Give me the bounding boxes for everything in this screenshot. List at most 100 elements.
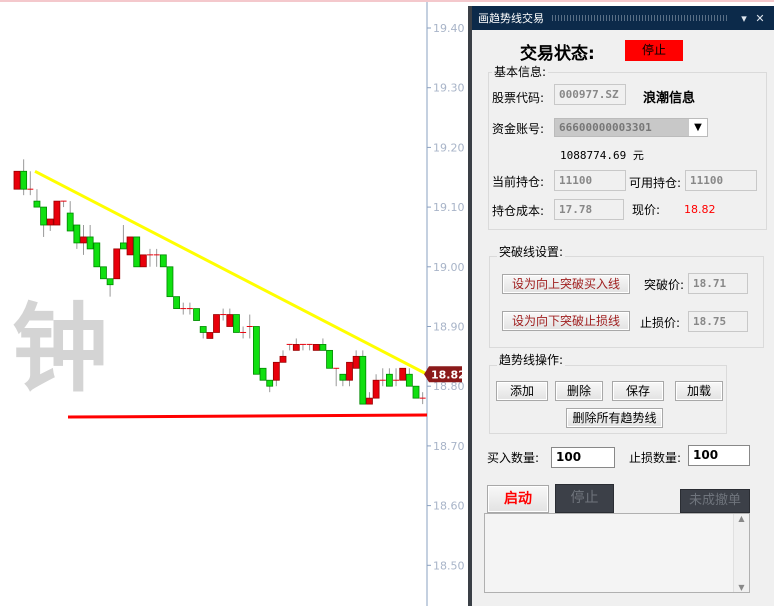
stop-price-field[interactable]: 18.75 (688, 311, 748, 332)
cancel-unfilled-button[interactable]: 未成撤单 (680, 489, 750, 513)
candle-body (206, 332, 214, 339)
axis-tick-label: 18.80 (433, 380, 465, 393)
candle-body (359, 355, 367, 405)
set-downward-stop-button[interactable]: 设为向下突破止损线 (502, 311, 630, 331)
candle-body (173, 296, 181, 309)
candle-body (126, 236, 134, 256)
account-value: 66600000003301 (559, 121, 652, 134)
axis-tick-label: 18.70 (433, 440, 465, 453)
candle-body (385, 373, 393, 387)
candle-body (166, 266, 174, 298)
status-badge: 停止 (625, 40, 683, 61)
candle-body (366, 397, 373, 405)
candle-body (33, 200, 41, 208)
balance: 1088774.69 元 (560, 147, 644, 163)
candle-body (46, 218, 54, 226)
stop-qty-label: 止损数量: (629, 451, 682, 465)
price-label: 现价: (632, 203, 661, 217)
candle-body (120, 242, 127, 250)
candle-body (113, 248, 121, 280)
candle-body (213, 314, 220, 333)
buy-qty-label: 买入数量: (487, 451, 540, 465)
title-bar[interactable]: 画趋势线交易 ▾ ✕ (472, 6, 774, 30)
candle-body (193, 308, 200, 321)
candle-body (312, 344, 320, 351)
available-label: 可用持仓: (629, 176, 682, 190)
axis-tick-label: 19.20 (433, 141, 465, 154)
candle-body (80, 236, 87, 244)
candle-body (159, 254, 167, 268)
available-field[interactable]: 11100 (685, 170, 757, 191)
account-select[interactable]: 66600000003301 ▼ (554, 118, 708, 137)
top-border (0, 0, 774, 2)
candle-body (53, 200, 61, 226)
watermark: 钟 (12, 293, 108, 405)
stock-code-label: 股票代码: (492, 91, 545, 105)
trendline-ops-group (489, 365, 727, 434)
candle-body (266, 379, 274, 387)
panel-title: 画趋势线交易 (478, 12, 544, 25)
candle-body (399, 367, 407, 381)
balance-unit: 元 (632, 149, 644, 162)
delete-all-trendlines-button[interactable]: 删除所有趋势线 (566, 408, 663, 428)
candle-body (66, 212, 74, 232)
axis-tick-label: 18.60 (433, 500, 465, 513)
candle-body (133, 236, 141, 268)
trendline-trading-panel: 画趋势线交易 ▾ ✕ 交易状态: 停止 基本信息: 股票代码: 000977.S… (468, 6, 774, 606)
axis-tick-label: 19.00 (433, 261, 465, 274)
stock-name: 浪潮信息 (643, 91, 696, 106)
stop-price-label: 止损价: (640, 316, 681, 330)
axis-tick-label: 18.50 (433, 559, 465, 572)
candle-body (20, 170, 28, 190)
breakout-title: 突破线设置: (497, 243, 566, 260)
cost-field[interactable]: 17.78 (554, 199, 624, 220)
delete-button[interactable]: 删除 (555, 381, 603, 401)
cost-label: 持仓成本: (492, 204, 545, 218)
drag-grip[interactable] (552, 15, 728, 21)
close-icon[interactable]: ✕ (755, 11, 765, 25)
candle-body (272, 361, 280, 381)
position-field[interactable]: 11100 (554, 170, 626, 191)
dropdown-icon[interactable]: ▾ (741, 11, 747, 25)
breakout-price-label: 突破价: (644, 278, 685, 292)
stock-code-field[interactable]: 000977.SZ (554, 84, 626, 105)
candle-body (93, 242, 101, 268)
candle-body (226, 314, 234, 327)
candle-body (233, 314, 240, 333)
chart-canvas[interactable]: 钟 19.40 19.30 19.20 19.10 19.00 18.90 18.80 18.7… (0, 2, 468, 606)
buy-qty-input[interactable]: 100 (551, 447, 615, 468)
support-line (67, 413, 428, 419)
status-label: 交易状态: (520, 44, 595, 64)
log-textarea[interactable]: ▲ ▼ (484, 513, 750, 593)
scroll-down-icon[interactable]: ▼ (738, 583, 745, 592)
stop-qty-input[interactable]: 100 (688, 445, 750, 466)
candlestick-chart[interactable]: 钟 19.40 19.30 19.20 19.10 19.00 18.90 18.80 18.7… (0, 2, 468, 606)
load-button[interactable]: 加载 (675, 381, 723, 401)
axis-tick-label: 19.30 (433, 82, 465, 95)
candle-body (199, 326, 207, 333)
candle-body (40, 206, 47, 226)
set-upward-breakout-button[interactable]: 设为向上突破买入线 (502, 274, 630, 294)
basic-info-title: 基本信息: (492, 63, 549, 80)
scrollbar[interactable]: ▲ ▼ (733, 514, 749, 592)
start-button[interactable]: 启动 (487, 485, 549, 513)
candle-body (339, 373, 347, 381)
candle-body (13, 170, 21, 190)
candle-body (279, 355, 287, 363)
candle-body (252, 326, 260, 375)
stop-button[interactable]: 停止 (555, 484, 614, 513)
axis-tick-label: 18.90 (433, 321, 465, 334)
candle-body (405, 373, 413, 387)
candle-body (352, 355, 360, 369)
add-button[interactable]: 添加 (496, 381, 548, 401)
candle-body (319, 344, 327, 351)
save-button[interactable]: 保存 (612, 381, 664, 401)
account-label: 资金账号: (492, 122, 545, 136)
chevron-down-icon[interactable]: ▼ (689, 119, 707, 136)
scroll-up-icon[interactable]: ▲ (738, 514, 745, 523)
candle-body (73, 224, 81, 244)
candle-body (326, 349, 333, 369)
candle-body (86, 236, 94, 250)
breakout-price-field[interactable]: 18.71 (688, 273, 748, 294)
last-price-tag (424, 366, 462, 383)
